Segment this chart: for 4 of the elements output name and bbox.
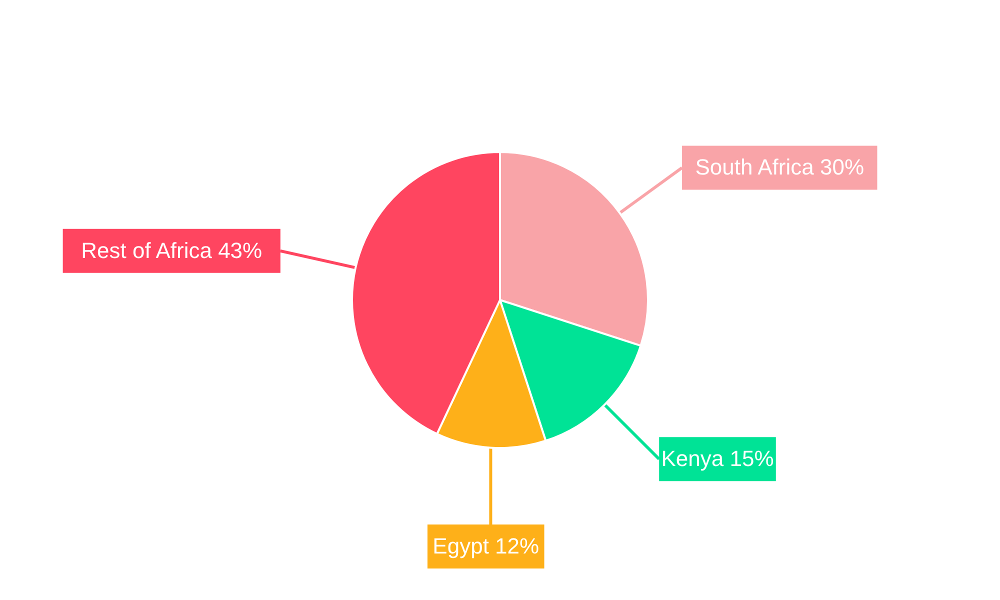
- slice-label: Rest of Africa 43%: [81, 238, 262, 263]
- slice-label: Egypt 12%: [432, 534, 540, 559]
- slice-label: South Africa 30%: [695, 154, 864, 180]
- slice-label: Kenya 15%: [661, 446, 774, 472]
